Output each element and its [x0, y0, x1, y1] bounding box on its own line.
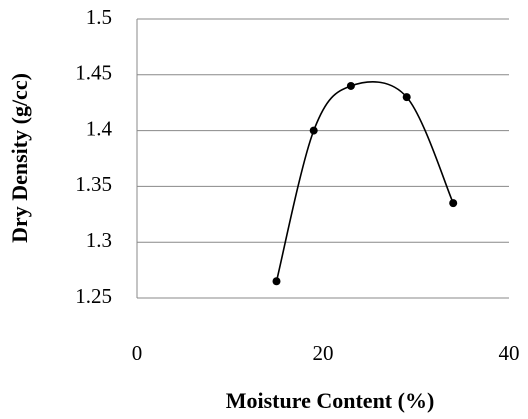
x-axis-title: Moisture Content (%)	[226, 388, 435, 413]
data-point	[449, 199, 458, 208]
y-tick-label: 1.35	[75, 172, 112, 196]
data-point	[346, 81, 355, 90]
x-tick-label: 40	[499, 341, 520, 365]
data-point	[402, 93, 411, 102]
series-line	[275, 81, 454, 282]
y-tick-label: 1.5	[86, 5, 112, 29]
y-tick-label: 1.3	[86, 228, 112, 252]
data-point	[309, 126, 318, 135]
data-point	[272, 277, 281, 286]
x-tick-label: 20	[313, 341, 334, 365]
x-tick-label: 0	[132, 341, 143, 365]
y-tick-label: 1.4	[86, 116, 113, 140]
y-tick-label: 1.25	[75, 284, 112, 308]
y-axis-title: Dry Density (g/cc)	[7, 73, 32, 243]
y-tick-label: 1.45	[75, 61, 112, 85]
